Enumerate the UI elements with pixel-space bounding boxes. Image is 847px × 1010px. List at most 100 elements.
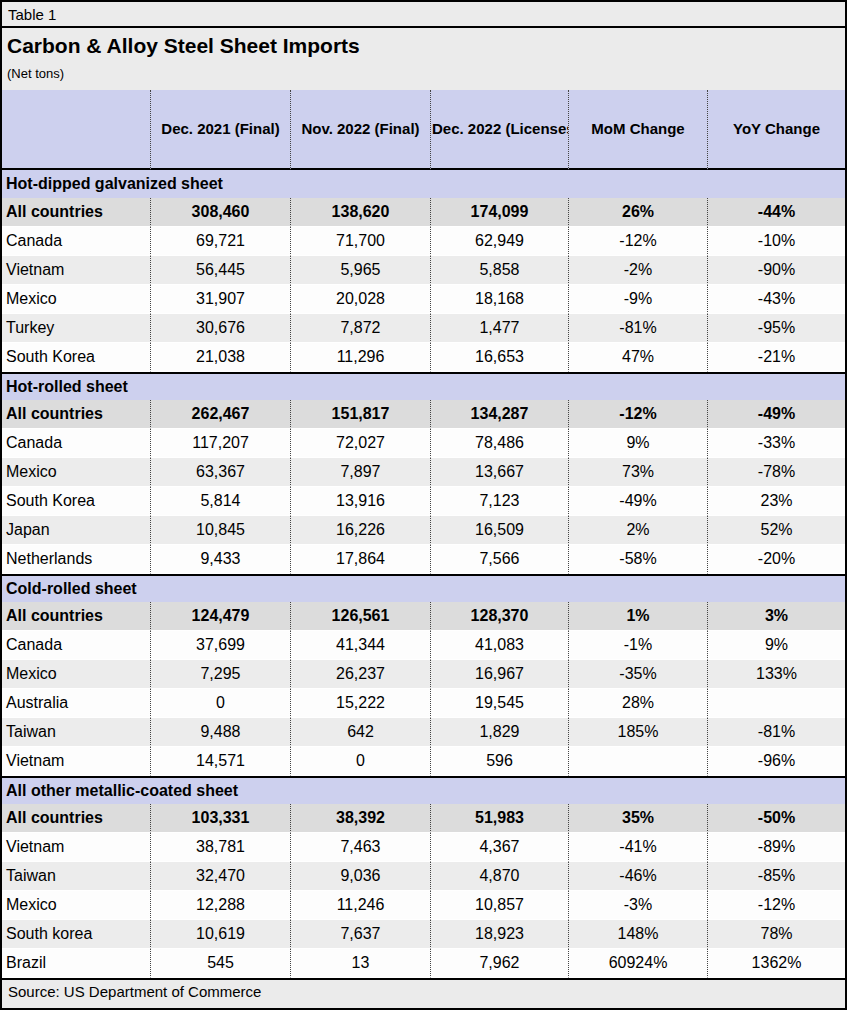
value-cell: 117,207 [150, 429, 290, 458]
value-cell: 13,667 [430, 458, 568, 487]
value-cell: -9% [568, 285, 707, 314]
section-header-row: Hot-rolled sheet [2, 372, 845, 400]
value-cell: 26% [568, 198, 707, 227]
value-cell: 72,027 [290, 429, 430, 458]
source-note: Source: US Department of Commerce [2, 978, 845, 1004]
table-label: Table 1 [2, 2, 845, 28]
section-title: All other metallic-coated sheet [2, 776, 845, 804]
value-cell: -12% [568, 400, 707, 429]
table-row: All countries 308,460 138,620 174,099 26… [2, 198, 845, 227]
value-cell: 18,923 [430, 920, 568, 949]
value-cell: 151,817 [290, 400, 430, 429]
value-cell: 545 [150, 949, 290, 978]
col-header-nov2022: Nov. 2022 (Final) [290, 90, 430, 170]
value-cell: 18,168 [430, 285, 568, 314]
value-cell: -81% [707, 718, 845, 747]
value-cell: 4,870 [430, 862, 568, 891]
value-cell: 28% [568, 689, 707, 718]
value-cell: 32,470 [150, 862, 290, 891]
value-cell: 262,467 [150, 400, 290, 429]
value-cell: 47% [568, 343, 707, 372]
table-row: Mexico 63,367 7,897 13,667 73% -78% [2, 458, 845, 487]
value-cell: 7,295 [150, 660, 290, 689]
table-row: Taiwan 9,488 642 1,829 185% -81% [2, 718, 845, 747]
country-cell: Mexico [2, 458, 150, 487]
value-cell: 174,099 [430, 198, 568, 227]
value-cell: 124,479 [150, 602, 290, 631]
value-cell: 7,962 [430, 949, 568, 978]
value-cell: 7,123 [430, 487, 568, 516]
table-row: Vietnam 56,445 5,965 5,858 -2% -90% [2, 256, 845, 285]
value-cell [707, 689, 845, 718]
table-row: Taiwan 32,470 9,036 4,870 -46% -85% [2, 862, 845, 891]
country-cell: Australia [2, 689, 150, 718]
table-row: Netherlands 9,433 17,864 7,566 -58% -20% [2, 545, 845, 574]
country-cell: Taiwan [2, 718, 150, 747]
value-cell: -81% [568, 314, 707, 343]
value-cell: -90% [707, 256, 845, 285]
value-cell: -12% [568, 227, 707, 256]
value-cell: -95% [707, 314, 845, 343]
country-cell: Mexico [2, 660, 150, 689]
value-cell: 7,637 [290, 920, 430, 949]
country-cell: Japan [2, 516, 150, 545]
value-cell: 16,653 [430, 343, 568, 372]
value-cell: -35% [568, 660, 707, 689]
value-cell: 5,858 [430, 256, 568, 285]
value-cell: 51,983 [430, 804, 568, 833]
value-cell: 9% [707, 631, 845, 660]
value-cell: 10,619 [150, 920, 290, 949]
value-cell: -10% [707, 227, 845, 256]
value-cell: 126,561 [290, 602, 430, 631]
country-cell: Netherlands [2, 545, 150, 574]
value-cell: 1,829 [430, 718, 568, 747]
value-cell: -89% [707, 833, 845, 862]
table-row: South Korea 5,814 13,916 7,123 -49% 23% [2, 487, 845, 516]
value-cell: 134,287 [430, 400, 568, 429]
value-cell: 30,676 [150, 314, 290, 343]
units-subtitle: (Net tons) [2, 64, 845, 90]
value-cell: 7,872 [290, 314, 430, 343]
section-header-row: All other metallic-coated sheet [2, 776, 845, 804]
table-row: All countries 262,467 151,817 134,287 -1… [2, 400, 845, 429]
value-cell: 56,445 [150, 256, 290, 285]
value-cell: -33% [707, 429, 845, 458]
value-cell: 5,814 [150, 487, 290, 516]
imports-table: Dec. 2021 (Final) Nov. 2022 (Final) Dec.… [2, 90, 845, 978]
value-cell: 133% [707, 660, 845, 689]
value-cell: 3% [707, 602, 845, 631]
table-row: Vietnam 14,571 0 596 -96% [2, 747, 845, 776]
value-cell: 23% [707, 487, 845, 516]
country-cell: South Korea [2, 487, 150, 516]
value-cell: 14,571 [150, 747, 290, 776]
value-cell: -78% [707, 458, 845, 487]
value-cell: 16,967 [430, 660, 568, 689]
value-cell: -1% [568, 631, 707, 660]
table-row: Australia 0 15,222 19,545 28% [2, 689, 845, 718]
corner-cell [2, 90, 150, 170]
value-cell: 26,237 [290, 660, 430, 689]
table-row: Vietnam 38,781 7,463 4,367 -41% -89% [2, 833, 845, 862]
value-cell: 73% [568, 458, 707, 487]
value-cell: -43% [707, 285, 845, 314]
value-cell: -2% [568, 256, 707, 285]
value-cell: 78% [707, 920, 845, 949]
value-cell: 308,460 [150, 198, 290, 227]
value-cell: 9,488 [150, 718, 290, 747]
country-cell: All countries [2, 602, 150, 631]
country-cell: South Korea [2, 343, 150, 372]
value-cell: 128,370 [430, 602, 568, 631]
section-header-row: Hot-dipped galvanized sheet [2, 170, 845, 198]
section-header-row: Cold-rolled sheet [2, 574, 845, 602]
value-cell: 63,367 [150, 458, 290, 487]
country-cell: South korea [2, 920, 150, 949]
value-cell: 1,477 [430, 314, 568, 343]
value-cell: 20,028 [290, 285, 430, 314]
value-cell: 596 [430, 747, 568, 776]
value-cell: -50% [707, 804, 845, 833]
country-cell: Vietnam [2, 747, 150, 776]
country-cell: Turkey [2, 314, 150, 343]
country-cell: Canada [2, 429, 150, 458]
value-cell: 7,463 [290, 833, 430, 862]
value-cell: 52% [707, 516, 845, 545]
